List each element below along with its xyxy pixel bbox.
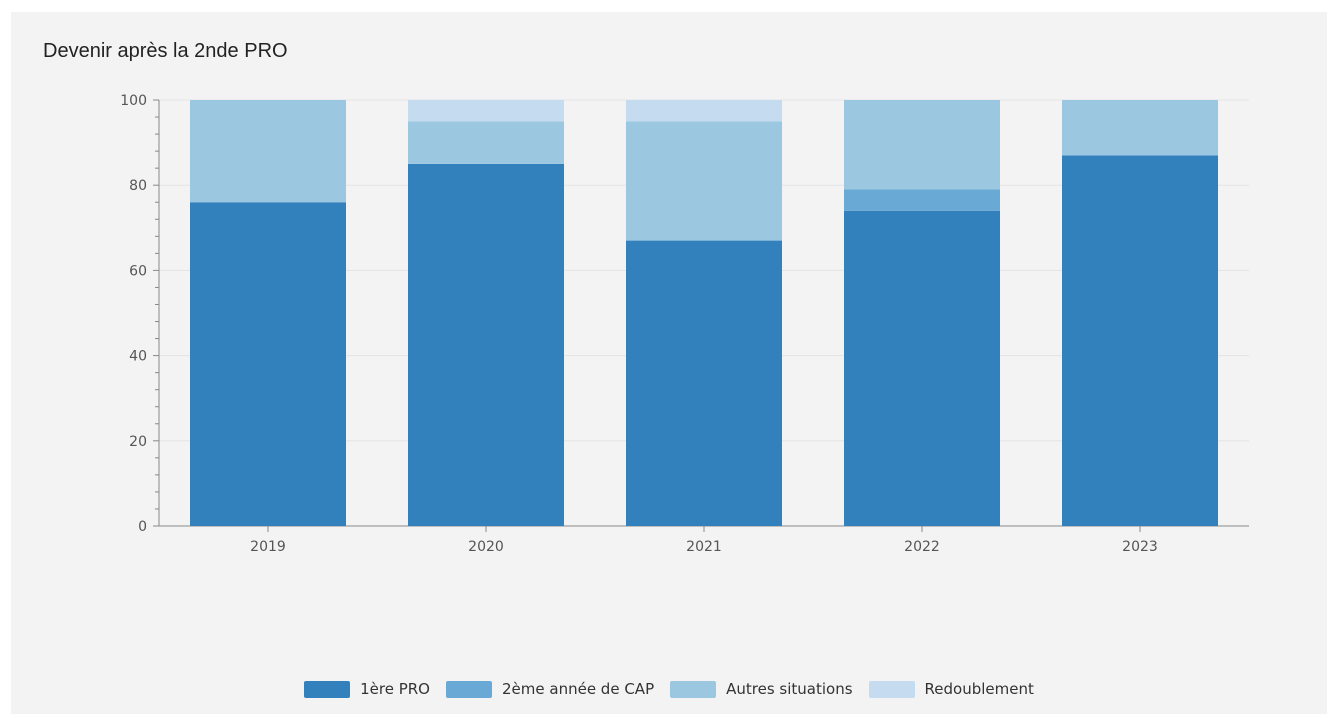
- legend-item[interactable]: 2ème année de CAP: [446, 680, 654, 698]
- y-tick-label: 100: [120, 93, 147, 109]
- x-tick-label: 2020: [468, 539, 504, 555]
- chart-legend: 1ère PRO 2ème année de CAP Autres situatio…: [11, 680, 1327, 698]
- legend-swatch: [670, 680, 717, 698]
- legend-swatch: [446, 680, 492, 698]
- legend-item[interactable]: Redoublement: [868, 680, 1034, 698]
- bar-segment-2022-2: [844, 100, 1000, 190]
- y-tick-label: 20: [129, 434, 147, 450]
- y-tick-label: 60: [129, 263, 147, 279]
- bar-segment-2023-0: [1062, 155, 1218, 526]
- legend-label: 2ème année de CAP: [502, 680, 655, 698]
- bar-segment-2020-2: [408, 121, 564, 164]
- bar-segment-2019-0: [190, 202, 346, 527]
- bar-segment-2022-1: [844, 189, 1000, 211]
- y-tick-label: 80: [129, 178, 147, 194]
- bar-segment-2023-2: [1062, 100, 1218, 156]
- legend-item[interactable]: 1ère PRO: [304, 680, 430, 698]
- x-tick-label: 2021: [686, 539, 722, 555]
- bar-segment-2021-2: [626, 121, 782, 241]
- y-tick-label: 0: [138, 519, 147, 535]
- bar-segment-2020-3: [408, 100, 564, 122]
- stacked-bar-chart: 0 20 40 60 80 100 2019 2020 2021 2022 2023: [120, 93, 1249, 555]
- y-tick-label: 40: [129, 349, 147, 365]
- bar-segment-2019-2: [190, 100, 346, 203]
- x-tick-label: 2022: [904, 539, 940, 555]
- chart-title: Devenir après la 2nde PRO: [43, 40, 288, 62]
- legend-swatch: [868, 680, 915, 698]
- bar-segment-2022-0: [844, 210, 1000, 526]
- bar-segment-2021-0: [626, 240, 782, 526]
- legend-label: Redoublement: [924, 680, 1034, 698]
- x-tick-label: 2019: [250, 539, 286, 555]
- bar-segment-2020-0: [408, 163, 564, 526]
- legend-label: 1ère PRO: [360, 680, 430, 698]
- chart-card: Devenir après la 2nde PRO 0 20 40 60 80 100 20…: [11, 12, 1327, 714]
- legend-swatch: [304, 680, 351, 698]
- x-tick-label: 2023: [1122, 539, 1158, 555]
- legend-label: Autres situations: [726, 680, 853, 698]
- legend-item[interactable]: Autres situations: [670, 680, 853, 698]
- bar-segment-2021-3: [626, 100, 782, 122]
